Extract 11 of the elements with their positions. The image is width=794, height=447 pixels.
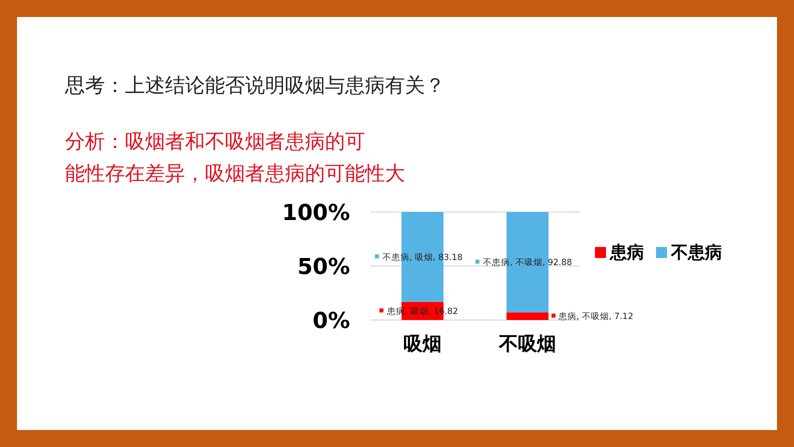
x-tick-label: 不吸烟 [498,333,556,355]
legend-label: 患病 [609,243,644,263]
x-tick-label: 吸烟 [404,333,442,355]
data-label: 患病, 不吸烟, 7.12 [558,311,634,322]
y-tick-label: 0% [312,309,350,334]
y-tick-label: 50% [297,255,350,280]
y-tick-label: 100% [282,201,350,226]
chart-title: 思考：上述结论能否说明吸烟与患病有关？ [64,73,445,97]
legend-label: 不患病 [670,243,722,263]
text: 分析：吸烟者和不吸烟者患病的可能性存在差异，吸烟者患病的可能性大 [65,129,405,185]
bar [506,312,548,320]
